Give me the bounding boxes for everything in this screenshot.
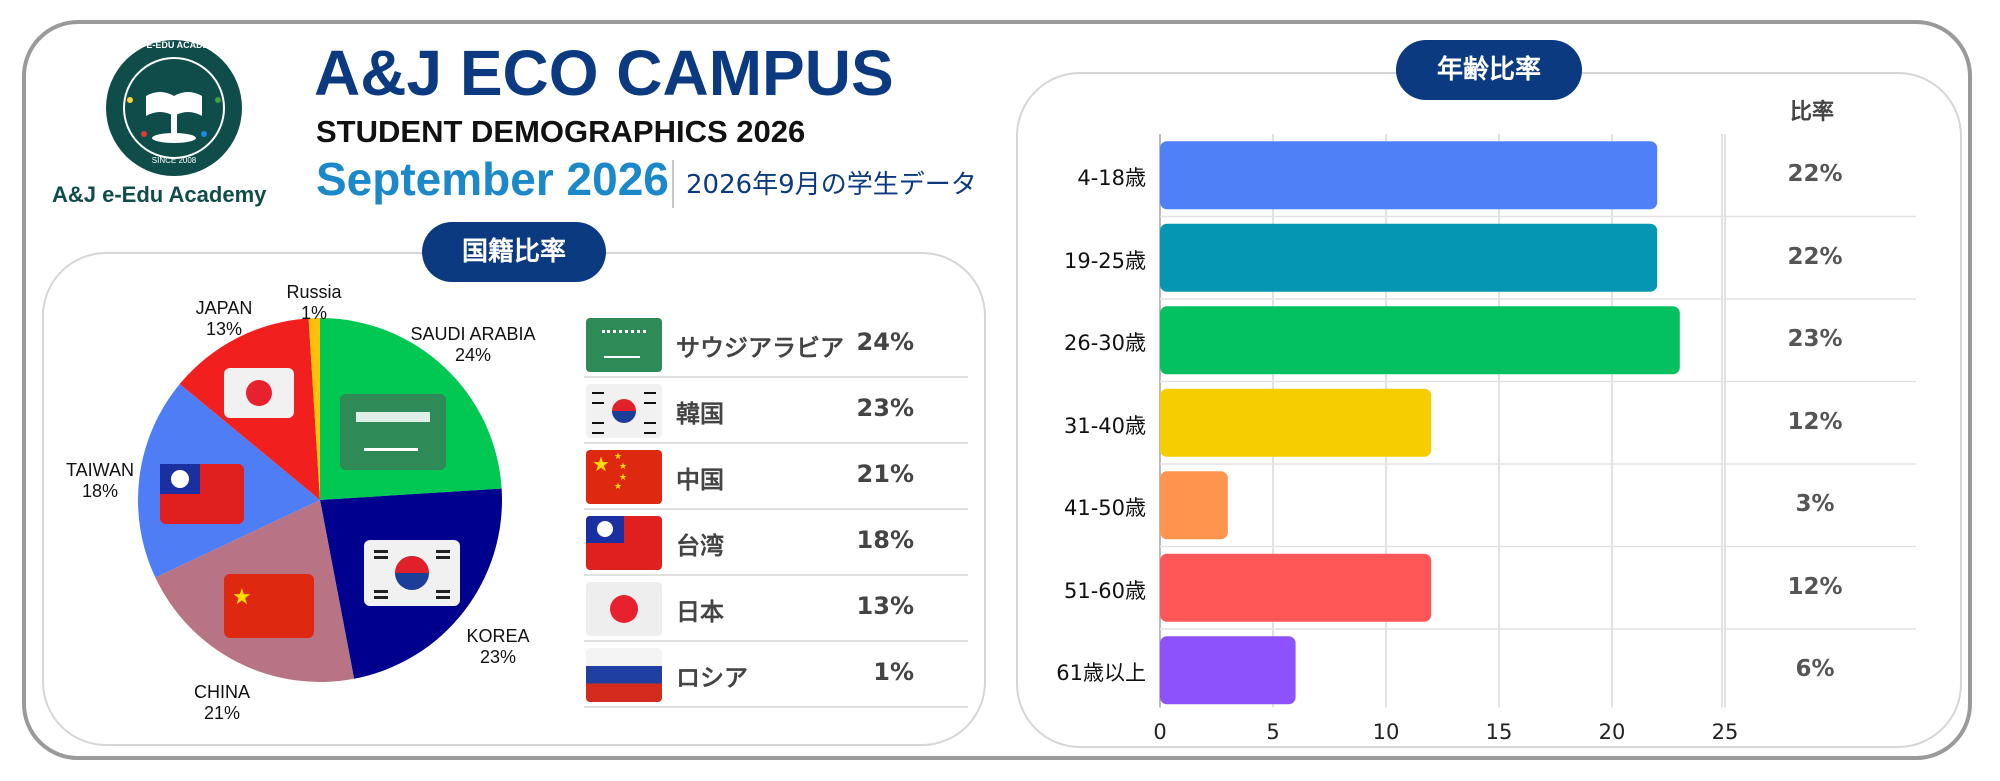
nationality-name: 台湾 [676,532,724,560]
age-pct-label: 12% [1787,408,1843,435]
china-flag-icon: ★ ★ ★ ★ ★ [586,450,662,504]
age-bar [1160,223,1658,292]
age-heading: 年齢比率 [1396,40,1582,100]
russia-flag-icon [586,648,662,702]
x-tick-label: 15 [1485,719,1513,744]
pie-label-taiwan-name: TAIWAN [66,460,134,480]
age-bar [1160,553,1432,622]
pie-label-russia-pct: 1% [300,303,327,323]
pie-label-russia: Russia 1% [264,282,364,324]
pie-label-china: CHINA 21% [172,682,272,724]
nationality-name: 中国 [676,466,724,494]
pie-taiwan-flag-icon [160,464,244,524]
age-bar [1160,471,1228,540]
nationality-pct: 1% [873,658,914,686]
korea-flag-icon [586,384,662,438]
pie-slice-russia [308,318,320,500]
age-pct-label: 6% [1795,656,1835,683]
age-pct-label: 22% [1787,243,1843,270]
age-bar [1160,388,1432,457]
nationality-panel [42,252,986,746]
nationality-pct: 21% [856,460,914,488]
nationality-name: 日本 [676,598,724,626]
age-category-label: 19-25歳 [1063,248,1146,273]
pie-label-china-name: CHINA [193,682,250,702]
nationality-pct: 24% [856,328,914,356]
pie-label-saudi-name: SAUDI ARABIA [410,324,536,344]
age-pct-header: 比率 [1790,100,1835,125]
academy-logo [106,40,242,176]
japan-flag-icon [586,582,662,636]
pie-label-japan-name: JAPAN [195,298,253,318]
pie-label-china-pct: 21% [203,703,241,723]
age-bar [1160,306,1680,375]
nationality-row: 台湾 18% [584,508,968,576]
pie-china-flag-icon: ★ [224,574,314,638]
title-divider [672,160,674,208]
pie-saudi-flag-icon [340,394,446,470]
logo-ring-text: A&J E-EDU ACADEMY [125,40,223,50]
age-pct-label: 12% [1787,573,1843,600]
logo-since: SINCE 2008 [151,156,197,165]
pie-label-korea-name: KOREA [466,626,530,646]
x-tick-label: 20 [1598,719,1626,744]
x-tick-label: 10 [1372,719,1400,744]
age-category-label: 61歳以上 [1056,661,1146,686]
nationality-name: ロシア [676,664,748,692]
taiwan-flag-icon [586,516,662,570]
nationality-name: サウジアラビア [676,334,844,362]
pie-label-russia-name: Russia [286,282,342,302]
age-category-label: 4-18歳 [1077,166,1146,191]
pie-label-japan-pct: 13% [205,319,243,339]
pie-label-taiwan: TAIWAN 18% [50,460,150,502]
page-title: A&J ECO CAMPUS [314,37,894,109]
pie-label-saudi: SAUDI ARABIA 24% [408,324,538,366]
report-month: September 2026 [316,153,669,205]
pie-label-korea: KOREA 23% [448,626,548,668]
nationality-row: 韓国 23% [584,376,968,444]
nationality-name: 韓国 [676,400,724,428]
pie-label-korea-pct: 23% [479,647,517,667]
nationality-row: サウジアラビア 24% [584,310,968,378]
age-category-label: 41-50歳 [1063,496,1146,521]
age-category-label: 26-30歳 [1063,331,1146,356]
x-tick-label: 0 [1153,719,1167,744]
age-bar [1160,141,1658,210]
report-month-jp: 2026年9月の学生データ [686,170,977,200]
pie-japan-flag-icon [224,368,294,418]
age-category-label: 51-60歳 [1063,578,1146,603]
nationality-row: ★ ★ ★ ★ ★ 中国 21% [584,442,968,510]
age-pct-label: 3% [1795,491,1835,518]
nationality-row: 日本 13% [584,574,968,642]
x-tick-label: 5 [1266,719,1280,744]
page-subtitle: STUDENT DEMOGRAPHICS 2026 [316,114,806,149]
age-category-label: 31-40歳 [1063,413,1146,438]
nationality-pct: 13% [856,592,914,620]
pie-label-japan: JAPAN 13% [174,298,274,340]
logo-caption: A&J e-Edu Academy [52,182,267,207]
nationality-row: ロシア 1% [584,640,968,708]
nationality-pie-chart: ★ [137,318,502,683]
age-pct-label: 22% [1787,161,1843,188]
age-pct-label: 23% [1787,326,1843,353]
pie-korea-flag-icon [364,540,460,606]
x-tick-label: 25 [1711,719,1739,744]
pie-label-saudi-pct: 24% [454,345,492,365]
pie-label-taiwan-pct: 18% [81,481,119,501]
saudi-flag-icon [586,318,662,372]
svg-text:★: ★ [232,585,252,610]
nationality-heading: 国籍比率 [422,222,606,282]
nationality-pct: 23% [856,394,914,422]
age-bar [1160,636,1296,705]
nationality-pct: 18% [856,526,914,554]
